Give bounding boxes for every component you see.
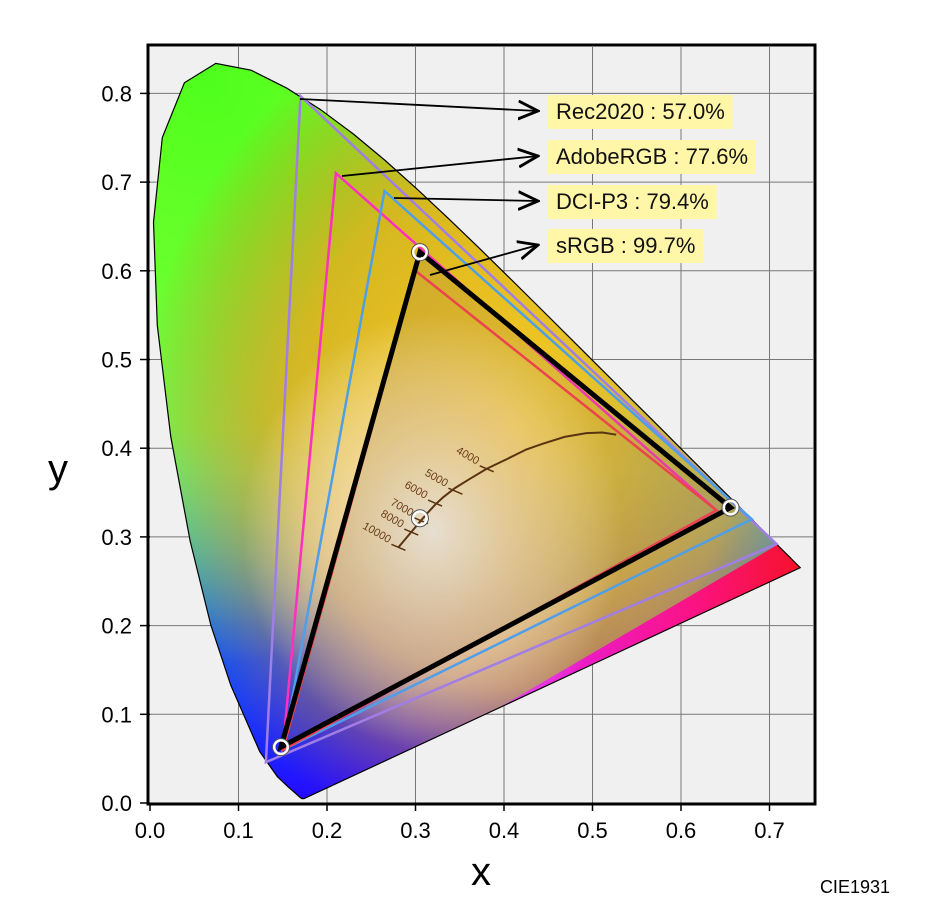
cct-tick [403,528,419,536]
x-tick-label: 0.3 [400,818,431,843]
callout-box [548,95,733,129]
x-axis-ticks: 0.0 0.1 0.2 0.3 0.4 0.5 0.6 0.7 [135,803,785,843]
measured-point-ring [410,243,429,262]
callout-label-dci-p3: DCI-P3 : 79.4% [556,189,709,214]
x-tick-label: 0.1 [223,818,254,843]
measured-point-marker [411,509,429,527]
y-tick-label: 0.7 [101,170,132,195]
y-tick-label: 0.1 [101,702,132,727]
spectral-locus-outline [152,62,802,800]
measured-gamut-outline [277,247,736,753]
y-tick-label: 0.2 [101,614,132,639]
x-tick-label: 0.5 [577,818,608,843]
measured-point-ring [721,498,740,517]
measured-point-marker [411,243,429,261]
x-tick-label: 0.7 [754,818,785,843]
measured-point-marker [722,499,740,517]
y-tick-label: 0.6 [101,259,132,284]
callout-label-rec2020: Rec2020 : 57.0% [556,99,725,124]
callout-box [548,185,717,219]
gamut-rec2020 [264,93,779,765]
callout-label-adobergb: AdobeRGB : 77.6% [556,144,748,169]
measured-point-marker [272,738,290,756]
y-axis-title: y [48,447,68,491]
x-tick-label: 0.0 [135,818,166,843]
measured-gamut-fill [281,252,731,748]
callout-label-srgb: sRGB : 99.7% [556,233,695,258]
callout-arrow [393,198,538,201]
footnote: CIE1931 [820,877,890,897]
cct-tick [391,543,406,551]
callout-arrow [429,245,538,276]
callout-arrow [299,98,538,111]
gamut-callouts: Rec2020 : 57.0% AdobeRGB : 77.6% DCI-P3 : … [299,95,757,276]
y-tick-label: 0.4 [101,436,132,461]
measured-markers [271,243,740,757]
callout-arrow [341,156,538,177]
callout-box [548,140,757,174]
y-tick-label: 0.0 [101,791,132,816]
cct-tick [479,465,495,473]
x-axis-title: x [471,850,491,894]
x-tick-label: 0.2 [312,818,343,843]
cct-tick [427,499,443,507]
gamut-triangles [264,93,779,765]
y-axis-ticks: 0.0 0.1 0.2 0.3 0.4 0.5 0.6 0.7 0.8 [101,81,150,816]
y-tick-label: 0.3 [101,525,132,550]
x-tick-label: 0.6 [666,818,697,843]
gamut-dci-p3 [281,188,755,753]
cct-tick [448,487,463,495]
measured-point-ring [271,738,290,757]
y-tick-label: 0.8 [101,81,132,106]
x-tick-label: 0.4 [489,818,520,843]
plot-frame [146,43,817,806]
callout-box [548,229,704,263]
y-tick-label: 0.5 [101,348,132,373]
measured-point-ring [410,509,429,528]
